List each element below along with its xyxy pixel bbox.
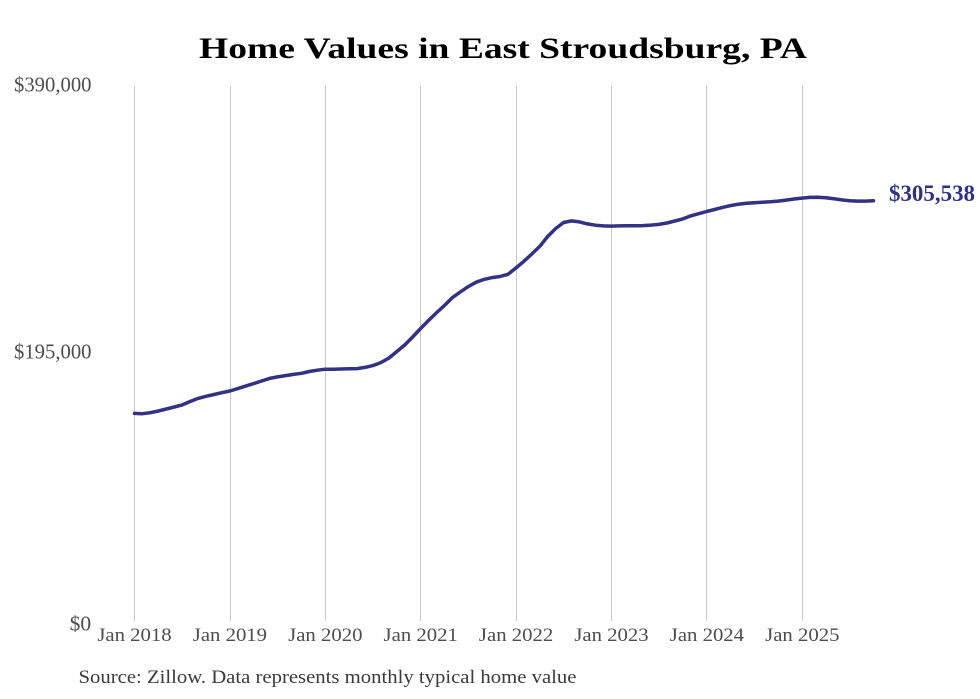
svg-text:$0: $0 xyxy=(70,611,92,635)
svg-text:Jan 2019: Jan 2019 xyxy=(193,625,267,646)
svg-text:Home Values in East Stroudsbur: Home Values in East Stroudsburg, PA xyxy=(199,32,807,65)
svg-text:Jan 2020: Jan 2020 xyxy=(288,625,362,646)
svg-text:$305,538: $305,538 xyxy=(889,181,975,207)
svg-text:Jan 2024: Jan 2024 xyxy=(670,625,745,646)
svg-text:$390,000: $390,000 xyxy=(14,73,92,97)
svg-text:Source: Zillow. Data represent: Source: Zillow. Data represents monthly … xyxy=(79,667,577,688)
svg-text:Jan 2025: Jan 2025 xyxy=(765,625,839,646)
svg-text:$195,000: $195,000 xyxy=(14,340,92,364)
svg-text:Jan 2021: Jan 2021 xyxy=(384,625,458,646)
svg-text:Jan 2023: Jan 2023 xyxy=(574,625,648,646)
svg-text:Jan 2022: Jan 2022 xyxy=(479,625,553,646)
svg-text:Jan 2018: Jan 2018 xyxy=(97,625,171,646)
